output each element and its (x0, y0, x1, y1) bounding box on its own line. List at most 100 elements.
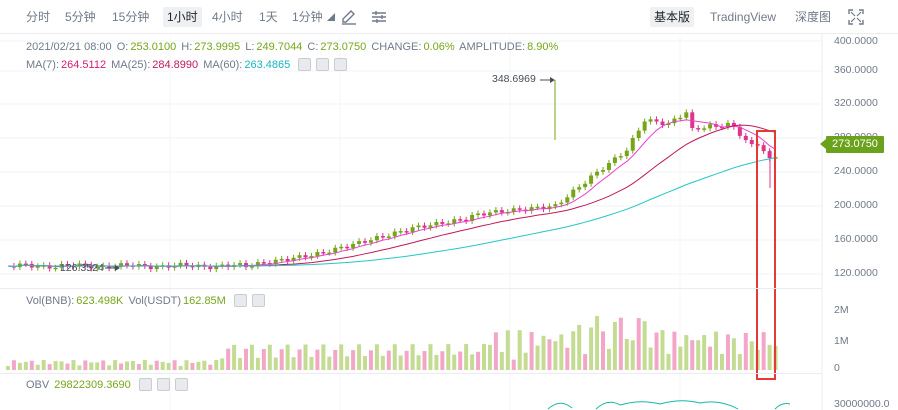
candle-body (273, 259, 278, 264)
eye-icon[interactable] (138, 378, 152, 391)
volume-bar (309, 356, 314, 370)
candle-body (368, 240, 373, 243)
price-axis-label: 240.0000 (834, 165, 878, 177)
candle-body (487, 212, 492, 216)
eye-icon[interactable] (233, 294, 247, 307)
volume-bar (279, 349, 284, 370)
volume-bar (267, 344, 272, 370)
volume-bar (535, 345, 540, 370)
volume-bar (196, 361, 201, 370)
candle-body (363, 241, 367, 243)
candle-body (458, 219, 463, 221)
volume-bar (17, 362, 22, 370)
volume-bar (368, 350, 373, 370)
candle-body (77, 263, 82, 267)
eye-icon[interactable] (298, 58, 312, 71)
candle-body (452, 219, 457, 224)
interval-time-sharing[interactable]: 分时 (26, 10, 51, 24)
high-marker-arrow (550, 77, 555, 83)
volume-bar (148, 364, 153, 370)
volume-bar (184, 360, 189, 370)
volume-pane-divider (0, 288, 822, 289)
candle-body (648, 119, 653, 122)
obv-line (547, 400, 791, 410)
volume-bar (208, 364, 213, 370)
candle-body (315, 252, 320, 256)
candle-date: 2021/02/21 08:00 (26, 41, 112, 53)
settings-icon[interactable] (251, 294, 265, 307)
candle-body (261, 262, 266, 264)
volume-bar (470, 354, 475, 370)
candle-body (190, 265, 195, 268)
candle-body (553, 204, 558, 207)
interval-15m[interactable]: 15分钟 (112, 10, 150, 24)
volume-bar (761, 332, 766, 370)
candle-body (125, 263, 129, 266)
volume-bar (702, 335, 707, 370)
volume-bar (291, 357, 296, 370)
view-basic[interactable]: 基本版 (650, 7, 695, 27)
view-depth[interactable]: 深度图 (795, 10, 832, 24)
volume-bar (737, 354, 742, 370)
price-axis-label: 400.0000 (834, 35, 878, 47)
volume-bar (416, 355, 421, 370)
low-price-marker: 126.3524 (60, 262, 104, 274)
interval-1d[interactable]: 1天 (259, 10, 278, 24)
volume-bar (577, 324, 582, 370)
candle-body (761, 145, 766, 152)
volume-bar (327, 356, 332, 370)
dropdown-triangle-icon[interactable] (322, 8, 340, 26)
volume-bar (487, 344, 492, 370)
vol-usdt-value: 162.85M (183, 295, 226, 308)
candle-body (743, 135, 748, 141)
candle-body (493, 210, 498, 213)
candle-body (612, 157, 617, 163)
volume-bar (428, 344, 433, 370)
candle-body (511, 208, 516, 212)
ma7-line (7, 119, 776, 268)
volume-bar (255, 357, 260, 370)
volume-bar (618, 317, 623, 370)
candle-body (119, 263, 124, 267)
candle-body (595, 171, 600, 176)
candle-body (220, 264, 225, 267)
candle-body (178, 262, 183, 266)
settings-icon[interactable] (316, 58, 330, 71)
candle-body (725, 122, 730, 127)
interval-1h[interactable]: 1小时 (163, 7, 202, 27)
volume-bar (6, 366, 10, 370)
price-axis-label: 360.0000 (834, 64, 878, 76)
close-icon[interactable] (334, 58, 348, 71)
volume-bar (434, 354, 439, 370)
indicators-icon[interactable] (370, 8, 388, 26)
interval-1m[interactable]: 1分钟 (292, 10, 323, 24)
volume-bar (482, 344, 486, 370)
close-icon[interactable] (174, 378, 188, 391)
volume-bar (410, 344, 415, 370)
ma25-value: 284.8990 (152, 59, 199, 72)
volume-bar (220, 358, 225, 370)
volume-bar (130, 361, 135, 370)
volume-bar (511, 359, 516, 370)
volume-bar (743, 332, 748, 370)
candle-body (666, 123, 671, 125)
view-tradingview[interactable]: TradingView (710, 10, 777, 24)
fullscreen-icon[interactable] (847, 8, 865, 26)
candle-body (303, 255, 308, 258)
interval-4h[interactable]: 4小时 (212, 10, 243, 24)
volume-bar (285, 344, 290, 370)
settings-icon[interactable] (156, 378, 170, 391)
volume-bar (238, 358, 243, 370)
ma7-value: 264.5112 (61, 59, 107, 72)
high-value: 273.9995 (194, 41, 241, 53)
candle-body (154, 266, 159, 270)
draw-pencil-icon[interactable] (340, 8, 358, 26)
volume-bar (107, 365, 112, 370)
volume-bar (714, 331, 719, 370)
interval-5m[interactable]: 5分钟 (65, 10, 96, 24)
candle-body (571, 189, 576, 198)
candle-body (327, 252, 332, 255)
volume-bar (464, 344, 469, 370)
candle-body (708, 124, 713, 129)
volume-bar (345, 356, 350, 370)
